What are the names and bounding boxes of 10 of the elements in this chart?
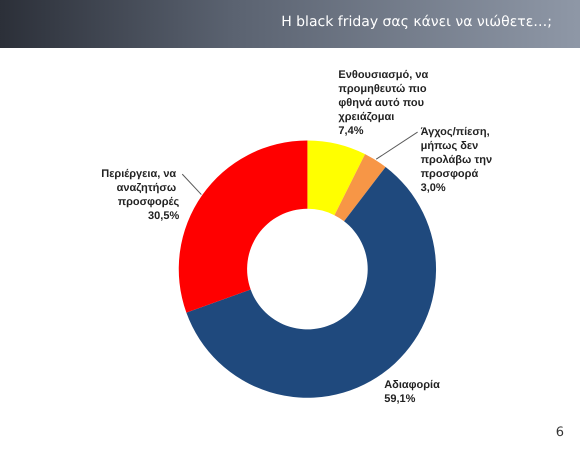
data-label: 3,0% [420, 182, 446, 194]
text: 6 [556, 425, 564, 440]
slice-label: Ενθουσιασμό, να προμηθευτώ πιο φθηνά αυτό που χρειάζομαι [338, 69, 432, 124]
slice-label: Αδιαφορία [384, 378, 440, 391]
slice-label: Περιέργεια, να αναζητήσω προσφορές [101, 168, 180, 208]
data-label: 7,4% [338, 125, 364, 138]
slice-label: Άγχος/πίεση, μήπως δεν προλάβω την προσφορά [420, 126, 496, 180]
chart-title: Η black friday σας κάνει να νιώθετε…; [281, 14, 552, 30]
data-label: 59,1% [384, 392, 416, 405]
data-label: 30,5% [148, 210, 180, 222]
